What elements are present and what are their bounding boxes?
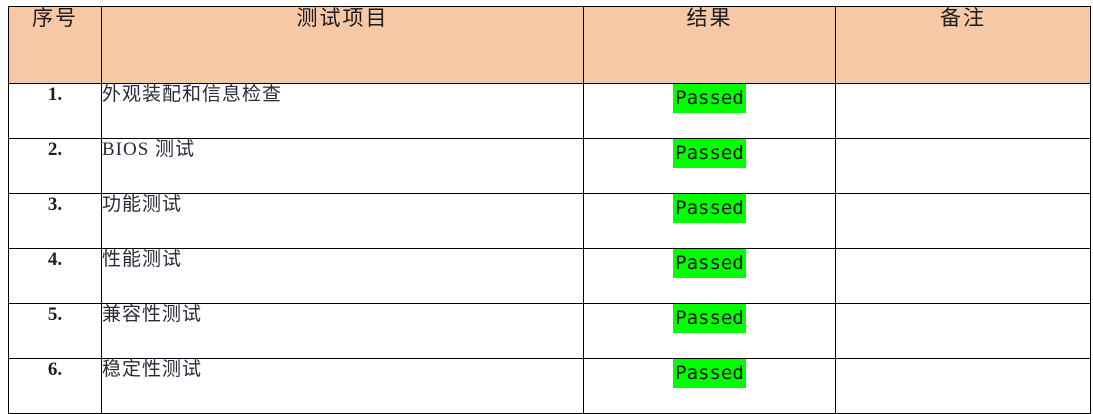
column-header-item: 测试项目 [101,6,584,84]
status-badge: Passed [673,359,746,388]
cell-result: Passed [583,303,836,359]
test-item-label: 稳定性测试 [102,359,203,380]
test-item-label: 外观装配和信息检查 [102,84,283,105]
cell-row-number: 6. [8,358,102,414]
table-row: 1. 外观装配和信息检查 Passed [8,83,1091,139]
cell-result: Passed [583,358,836,414]
table-row: 4. 性能测试 Passed [8,248,1091,304]
column-header-remark-label: 备注 [940,6,986,30]
cell-test-item: 兼容性测试 [101,303,584,359]
cell-test-item: 稳定性测试 [101,358,584,414]
cell-test-item: 功能测试 [101,193,584,249]
cell-result: Passed [583,248,836,304]
cell-row-number: 4. [8,248,102,304]
cell-test-item: BIOS 测试 [101,138,584,194]
row-number-label: 5. [47,304,63,325]
cell-remark [835,138,1091,194]
status-badge: Passed [673,84,746,113]
status-badge: Passed [673,139,746,168]
column-header-item-label: 测试项目 [296,6,389,30]
cell-remark [835,303,1091,359]
cell-test-item: 外观装配和信息检查 [101,83,584,139]
cell-row-number: 2. [8,138,102,194]
header-row: 序号 测试项目 结果 备注 [8,6,1091,84]
column-header-result: 结果 [583,6,836,84]
table-row: 3. 功能测试 Passed [8,193,1091,249]
table-row: 5. 兼容性测试 Passed [8,303,1091,359]
remark-label [836,139,1090,140]
test-item-label: 性能测试 [102,249,183,270]
remark-label [836,304,1090,305]
cell-result: Passed [583,138,836,194]
cell-remark [835,193,1091,249]
column-header-no: 序号 [8,6,102,84]
row-number-label: 4. [47,249,63,270]
row-number-label: 6. [47,359,63,380]
table-row: 2. BIOS 测试 Passed [8,138,1091,194]
test-item-label: 功能测试 [102,194,183,215]
cell-remark [835,83,1091,139]
status-badge: Passed [673,194,746,223]
column-header-remark: 备注 [835,6,1091,84]
test-item-label: 兼容性测试 [102,304,203,325]
test-item-label: BIOS 测试 [102,139,196,160]
cell-result: Passed [583,193,836,249]
column-header-no-label: 序号 [32,6,78,30]
remark-label [836,194,1090,195]
status-badge: Passed [673,249,746,278]
row-number-label: 3. [47,194,63,215]
column-header-result-label: 结果 [686,6,733,30]
row-number-label: 2. [47,139,63,160]
cell-row-number: 5. [8,303,102,359]
status-badge: Passed [673,304,746,333]
cell-test-item: 性能测试 [101,248,584,304]
row-number-label: 1. [47,84,63,105]
remark-label [836,84,1090,85]
cell-remark [835,358,1091,414]
table-header: 序号 测试项目 结果 备注 [8,6,1091,84]
remark-label [836,359,1090,360]
cell-row-number: 3. [8,193,102,249]
remark-label [836,249,1090,250]
cell-result: Passed [583,83,836,139]
table-body: 1. 外观装配和信息检查 Passed 2. BIOS 测试 [8,83,1091,414]
table-row: 6. 稳定性测试 Passed [8,358,1091,414]
test-results-table: 序号 测试项目 结果 备注 1. 外观装配和信息检查 [8,6,1091,414]
cell-remark [835,248,1091,304]
cell-row-number: 1. [8,83,102,139]
